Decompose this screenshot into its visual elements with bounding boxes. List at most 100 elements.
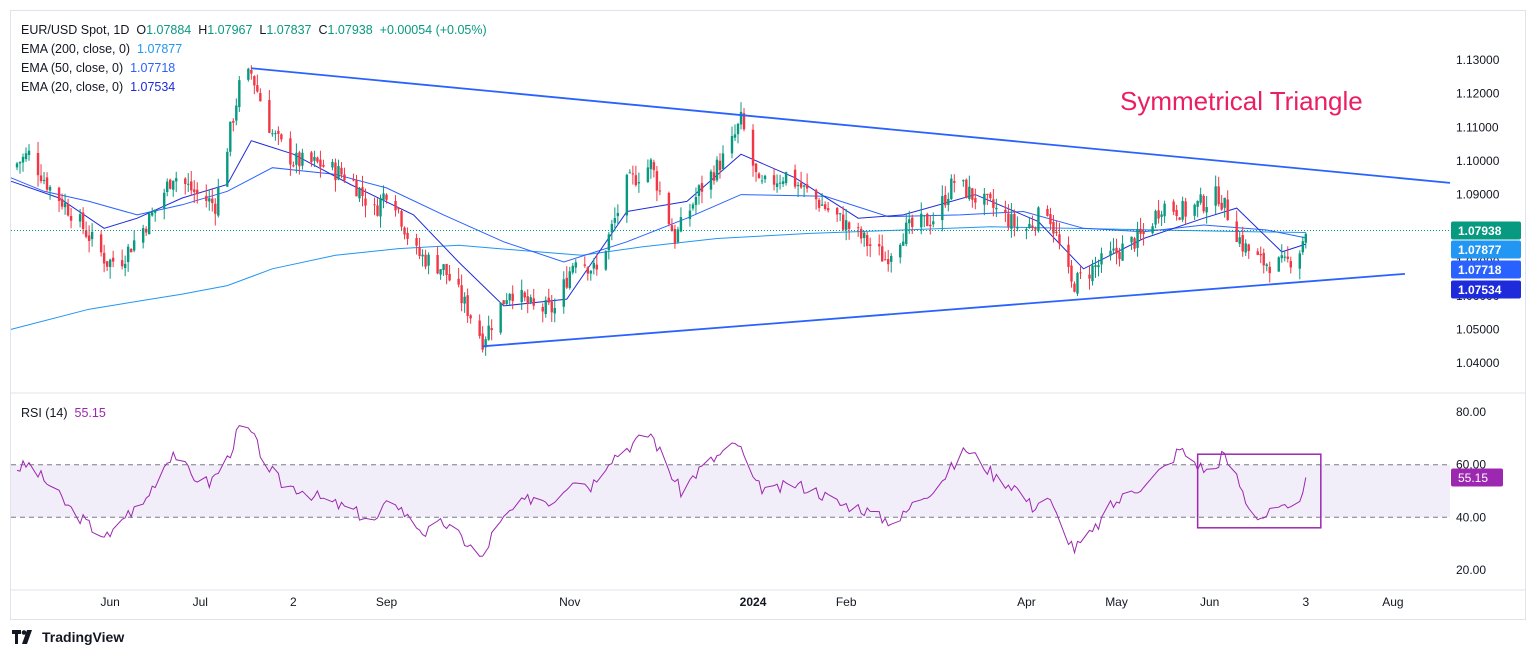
- candle-body: [421, 254, 424, 257]
- time-axis-label: 2024: [740, 595, 767, 609]
- rsi-legend[interactable]: RSI (14) 55.15: [21, 403, 106, 423]
- candle-body: [481, 333, 484, 350]
- candle-body: [169, 179, 172, 189]
- candle-body: [322, 164, 325, 167]
- ema20-label: EMA (20, close, 0): [21, 80, 124, 94]
- candle-body: [1139, 228, 1142, 234]
- candle-body: [310, 152, 313, 163]
- candle-body: [1025, 229, 1028, 231]
- ema200-label: EMA (200, close, 0): [21, 42, 131, 56]
- candle-body: [595, 264, 599, 270]
- candle-body: [394, 200, 397, 211]
- candle-body: [295, 152, 298, 165]
- candle-body: [406, 232, 409, 239]
- candle-body: [1046, 208, 1049, 216]
- candle-body: [499, 302, 502, 333]
- candle-body: [1289, 261, 1292, 268]
- candle-body: [382, 193, 385, 200]
- candle-body: [941, 196, 944, 221]
- ema50-legend[interactable]: EMA (50, close, 0) 1.07718: [21, 58, 175, 78]
- candle-body: [442, 264, 445, 271]
- price-axis-label: 1.10000: [1456, 154, 1500, 168]
- candle-body: [1118, 251, 1121, 260]
- candle-body: [376, 205, 379, 216]
- candle-body: [184, 178, 187, 184]
- candle-body: [763, 175, 767, 180]
- candle-body: [841, 214, 845, 230]
- candle-body: [1220, 202, 1223, 210]
- candle-body: [865, 235, 869, 247]
- candle-body: [947, 198, 950, 205]
- candle-body: [316, 157, 319, 162]
- candle-body: [1301, 241, 1304, 253]
- candle-body: [568, 271, 571, 288]
- price-tag-bg: [1451, 221, 1521, 240]
- candle-body: [694, 196, 698, 205]
- candle-body: [1121, 243, 1124, 261]
- time-axis-label: 2: [290, 595, 297, 609]
- candle-body: [586, 267, 590, 274]
- candle-body: [226, 151, 229, 187]
- candle-body: [469, 315, 472, 319]
- candle-body: [784, 172, 788, 184]
- ema200-legend[interactable]: EMA (200, close, 0) 1.07877: [21, 39, 182, 59]
- candle-body: [21, 156, 25, 163]
- candle-body: [331, 161, 334, 168]
- candle-body: [1178, 217, 1181, 220]
- candle-body: [571, 265, 574, 273]
- candle-body: [436, 254, 439, 274]
- candle-body: [268, 100, 271, 133]
- candle-body: [1016, 226, 1019, 229]
- candle-body: [175, 178, 178, 182]
- candle-body: [610, 224, 614, 233]
- candle-body: [253, 76, 256, 86]
- candle-body: [126, 246, 130, 263]
- candle-body: [760, 180, 764, 182]
- price-tag-bg: [1451, 280, 1521, 299]
- candle-body: [589, 270, 593, 274]
- candle-body: [1202, 195, 1205, 212]
- candle-body: [1244, 243, 1247, 253]
- candle-body: [823, 204, 827, 209]
- candle-body: [99, 234, 103, 253]
- candle-body: [667, 192, 671, 225]
- candle-body: [1115, 247, 1118, 254]
- candle-body: [757, 173, 761, 179]
- rsi-line: [16, 425, 1307, 557]
- candle-body: [1160, 214, 1163, 217]
- candle-body: [950, 178, 953, 200]
- candle-body: [211, 198, 214, 204]
- candle-body: [574, 262, 577, 268]
- candle-body: [27, 150, 31, 156]
- candle-body: [24, 153, 28, 160]
- candle-body: [1265, 264, 1268, 267]
- trendline-upper: [251, 67, 1451, 184]
- candle-body: [529, 297, 532, 303]
- ema20-legend[interactable]: EMA (20, close, 0) 1.07534: [21, 77, 175, 97]
- candle-body: [983, 193, 986, 205]
- candle-body: [884, 259, 887, 261]
- candle-body: [102, 252, 106, 264]
- price-tag-label: 1.07938: [1458, 224, 1502, 238]
- candle-body: [45, 177, 49, 190]
- candle-body: [424, 254, 427, 267]
- candle-body: [250, 69, 253, 74]
- candle-body: [1094, 265, 1097, 268]
- candle-body: [736, 123, 740, 135]
- candle-body: [111, 257, 115, 262]
- candle-body: [721, 153, 725, 170]
- candle-body: [562, 279, 565, 307]
- candle-body: [814, 189, 818, 200]
- candle-body: [274, 133, 277, 135]
- candle-body: [105, 261, 109, 267]
- candle-body: [334, 162, 337, 181]
- candle-body: [36, 153, 40, 176]
- candle-body: [505, 300, 508, 305]
- candle-body: [340, 167, 343, 175]
- candle-body: [141, 228, 145, 243]
- ema50-label: EMA (50, close, 0): [21, 61, 124, 75]
- candle-body: [292, 165, 295, 167]
- candle-body: [478, 320, 481, 336]
- candle-body: [147, 213, 151, 235]
